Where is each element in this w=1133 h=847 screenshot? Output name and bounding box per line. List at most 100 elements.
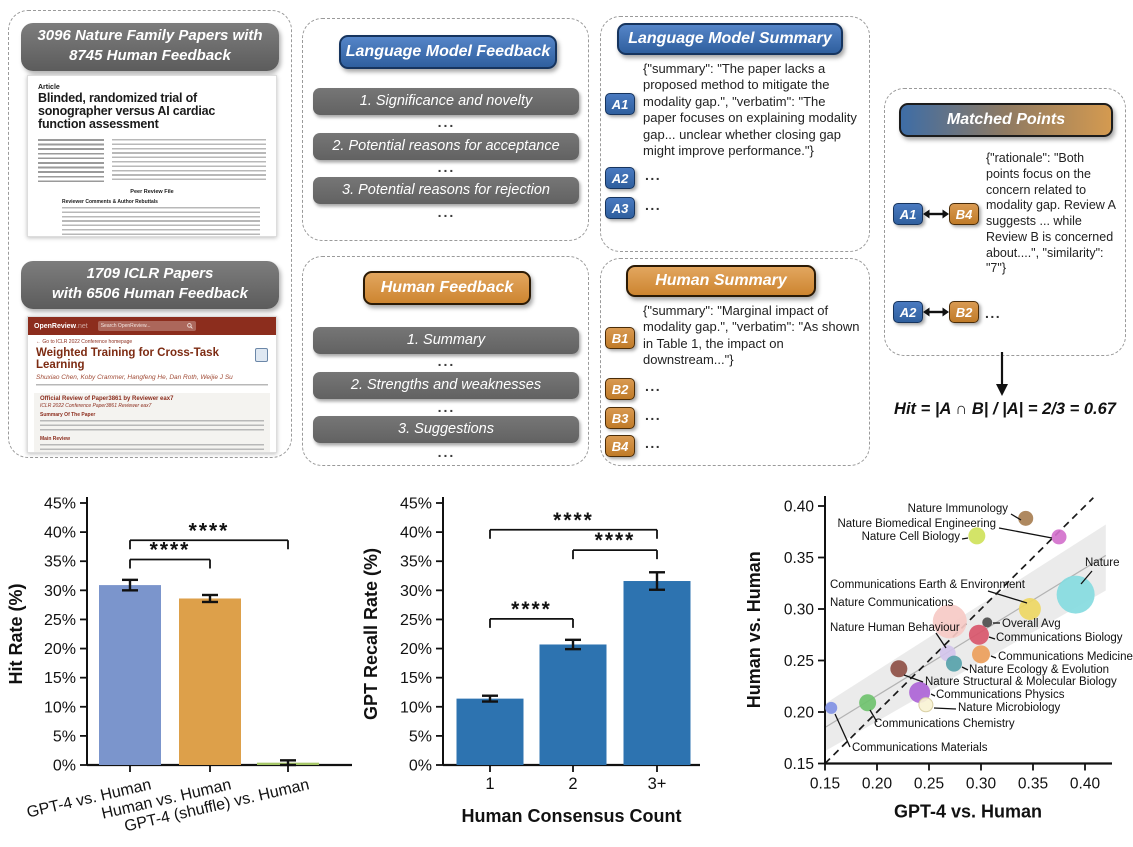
- svg-text:15%: 15%: [44, 670, 76, 687]
- iclr-paper-title: Weighted Training for Cross-Task Learnin…: [36, 347, 219, 371]
- bar-1: [456, 698, 524, 765]
- ellipsis: ...: [437, 114, 456, 130]
- svg-text:25%: 25%: [44, 612, 76, 629]
- matched-pair: A2 B2: [893, 301, 979, 323]
- ellipsis: ...: [437, 399, 456, 415]
- point-badge-a1: A1: [605, 93, 635, 115]
- bar-GPT-4 vs. Human: [99, 585, 161, 765]
- svg-text:****: ****: [595, 529, 636, 552]
- language-model-feedback-panel: Language Model Feedback 1. Significance …: [302, 18, 589, 241]
- pseudo-text-block: [40, 420, 264, 434]
- human-summary-json-text: {"summary": "Marginal impact of modality…: [643, 303, 860, 368]
- point-badge-b1: B1: [605, 327, 635, 349]
- svg-text:Nature Biomedical Engineering: Nature Biomedical Engineering: [837, 518, 996, 530]
- human-summary-panel: Human Summary {"summary": "Marginal impa…: [600, 258, 870, 466]
- review-subheading: ICLR 2022 Conference Paper3861 Reviewer …: [40, 403, 152, 410]
- svg-text:Nature Ecology & Evolution: Nature Ecology & Evolution: [969, 664, 1109, 676]
- svg-text:1: 1: [485, 775, 494, 793]
- feedback-item: 1. Significance and novelty: [313, 88, 579, 115]
- summary-of-paper-heading: Summary Of The Paper: [40, 412, 96, 419]
- language-model-feedback-header: Language Model Feedback: [339, 35, 557, 69]
- feedback-item: 2. Potential reasons for acceptance: [313, 133, 579, 160]
- svg-text:0.20: 0.20: [862, 776, 893, 793]
- point-badge-b3: B3: [605, 407, 635, 429]
- svg-text:0%: 0%: [53, 758, 76, 775]
- scatter-point: [1018, 510, 1034, 526]
- svg-text:Communications Physics: Communications Physics: [936, 689, 1065, 701]
- scatter-point: [1056, 575, 1095, 614]
- svg-text:GPT-4 vs. Human: GPT-4 vs. Human: [894, 802, 1042, 822]
- svg-text:Nature: Nature: [1085, 557, 1120, 569]
- nature-paper-title: Blinded, randomized trial of sonographer…: [38, 91, 216, 132]
- svg-text:0.25: 0.25: [914, 776, 944, 793]
- svg-text:5%: 5%: [409, 728, 432, 745]
- bar-Human vs. Human: [179, 598, 241, 765]
- svg-text:Communications Medicine: Communications Medicine: [998, 651, 1133, 663]
- svg-text:40%: 40%: [400, 525, 432, 542]
- svg-text:Nature Immunology: Nature Immunology: [908, 503, 1009, 515]
- svg-text:30%: 30%: [400, 583, 432, 600]
- ellipsis: ...: [645, 407, 662, 423]
- svg-text:15%: 15%: [400, 670, 432, 687]
- point-badge-a1: A1: [893, 203, 923, 225]
- ellipsis: ...: [437, 444, 456, 460]
- point-badge-a2: A2: [605, 167, 635, 189]
- ellipsis: ...: [437, 353, 456, 369]
- svg-text:20%: 20%: [44, 641, 76, 658]
- scatter-point: [932, 604, 967, 639]
- feedback-item: 1. Summary: [313, 327, 579, 354]
- svg-text:0.30: 0.30: [784, 602, 815, 619]
- review-heading: Official Review of Paper3861 by Reviewer…: [40, 396, 174, 403]
- svg-text:Human vs. Human: Human vs. Human: [744, 551, 764, 708]
- nature-header-line1: 3096 Nature Family Papers with: [37, 27, 263, 44]
- iclr-header-line1: 1709 ICLR Papers: [86, 265, 214, 282]
- svg-text:Overall Avg: Overall Avg: [1002, 618, 1061, 630]
- point-badge-b2: B2: [949, 301, 979, 323]
- svg-text:0.35: 0.35: [1018, 776, 1048, 793]
- pseudo-text-block: [62, 207, 260, 236]
- hit-formula: Hit = |A ∩ B| / |A| = 2/3 = 0.67: [894, 400, 1116, 418]
- scatter-point: [825, 701, 838, 714]
- svg-text:25%: 25%: [400, 612, 432, 629]
- svg-text:10%: 10%: [400, 699, 432, 716]
- conference-breadcrumb-link[interactable]: ← Go to ICLR 2022 Conference homepage: [36, 339, 133, 345]
- search-placeholder: Search OpenReview...: [100, 323, 151, 329]
- svg-text:0.40: 0.40: [784, 499, 815, 516]
- nature-header-line2: 8745 Human Feedback: [69, 47, 231, 64]
- journal-scatter-plot: 0.15 0.20 0.25 0.30 0.35 0.40 0.15 0.20 0.25 0.30…: [744, 496, 1133, 822]
- lm-summary-json-text: {"summary": "The paper lacks a proposed …: [643, 61, 857, 158]
- bidirectional-arrow-icon: [923, 209, 949, 219]
- svg-text:30%: 30%: [44, 583, 76, 600]
- scatter-point: [982, 617, 993, 628]
- scatter-point: [890, 660, 908, 678]
- pdf-icon[interactable]: [255, 348, 268, 362]
- human-summary-header: Human Summary: [626, 265, 816, 297]
- openreview-search-input[interactable]: Search OpenReview...: [97, 321, 196, 331]
- svg-text:****: ****: [511, 598, 552, 621]
- official-review-block: Official Review of Paper3861 by Reviewer…: [34, 393, 270, 452]
- svg-text:40%: 40%: [44, 525, 76, 542]
- iclr-paper-authors: Shuxiao Chen, Koby Crammer, Hangfeng He,…: [36, 374, 233, 382]
- ellipsis: ...: [645, 435, 662, 451]
- iclr-paper-thumbnail: OpenReview.net Search OpenReview... ← Go…: [27, 316, 277, 453]
- matched-pair: A1 B4: [893, 203, 979, 225]
- svg-text:Nature Human Behaviour: Nature Human Behaviour: [830, 622, 960, 634]
- human-feedback-panel: Human Feedback 1. Summary... 2. Strengths…: [302, 256, 589, 466]
- svg-text:0%: 0%: [409, 758, 432, 775]
- ellipsis: ...: [645, 197, 662, 213]
- point-badge-a2: A2: [893, 301, 923, 323]
- article-label: Article: [38, 84, 60, 91]
- svg-text:35%: 35%: [44, 554, 76, 571]
- feedback-item: 3. Potential reasons for rejection: [313, 177, 579, 204]
- datasets-panel: 3096 Nature Family Papers with 8745 Huma…: [8, 10, 292, 458]
- svg-text:0.40: 0.40: [1070, 776, 1101, 793]
- bar-2: [539, 644, 607, 765]
- nature-dataset-header: 3096 Nature Family Papers with 8745 Huma…: [21, 23, 279, 71]
- svg-text:0.20: 0.20: [784, 705, 815, 722]
- iclr-dataset-header: 1709 ICLR Papers with 6506 Human Feedbac…: [21, 261, 279, 309]
- openreview-header-bar: OpenReview.net Search OpenReview...: [28, 317, 276, 335]
- nature-paper-thumbnail: Article Blinded, randomized trial of son…: [27, 75, 277, 237]
- gpt-recall-bar-chart: 0% 5% 10% 15% 20% 25% 30% 35% 40% 45% GPT Recall R…: [361, 496, 700, 826]
- svg-text:2: 2: [568, 775, 577, 793]
